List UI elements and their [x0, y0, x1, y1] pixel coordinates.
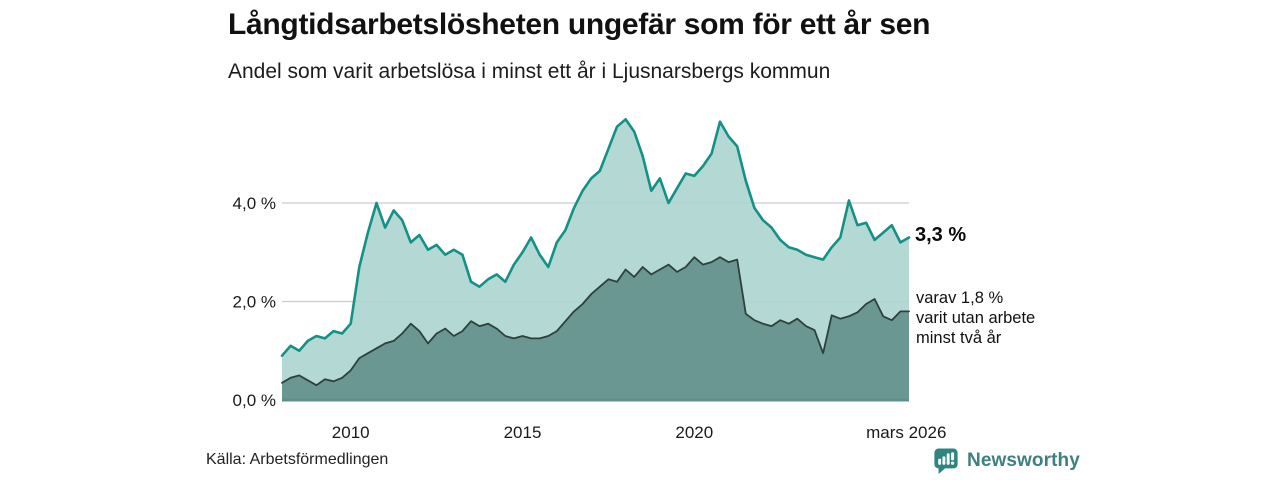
newsworthy-icon [934, 448, 958, 474]
x-tick-label: 2020 [675, 423, 713, 442]
y-tick-labels: 0,0 % 2,0 % 4,0 % [233, 194, 276, 410]
x-tick-label: mars 2026 [866, 423, 946, 442]
latest-value-label: 3,3 % [915, 224, 967, 246]
chart-subtitle: Andel som varit arbetslösa i minst ett å… [228, 60, 831, 83]
secondary-value-label: varav 1,8 % varit utan arbete minst två … [916, 288, 1035, 348]
secondary-value-line: minst två år [916, 329, 1002, 347]
exclamation-dot-icon [950, 461, 955, 465]
secondary-value-line: varav 1,8 % [916, 289, 1004, 307]
bar-icon [938, 458, 942, 465]
newsworthy-wordmark: Newsworthy [967, 450, 1080, 471]
bar-icon [942, 456, 946, 465]
secondary-value-line: varit utan arbete [916, 309, 1036, 327]
y-tick-label: 4,0 % [233, 194, 276, 213]
x-tick-label: 2015 [504, 423, 542, 442]
line-two-years [281, 256, 910, 387]
x-tick-label: 2010 [332, 423, 370, 442]
y-tick-label: 0,0 % [233, 391, 276, 410]
exclamation-icon [951, 452, 955, 461]
y-tick-label: 2,0 % [233, 293, 276, 312]
line-total [280, 118, 911, 357]
newsworthy-logo[interactable]: Newsworthy [933, 447, 1080, 475]
source-credit: Källa: Arbetsförmedlingen [206, 451, 389, 468]
bar-icon [946, 453, 950, 465]
chart-title: Långtidsarbetslösheten ungefär som för e… [228, 8, 931, 41]
x-tick-labels: 2010 2015 2020 mars 2026 [332, 423, 947, 442]
area-two-years-fill [282, 257, 909, 400]
